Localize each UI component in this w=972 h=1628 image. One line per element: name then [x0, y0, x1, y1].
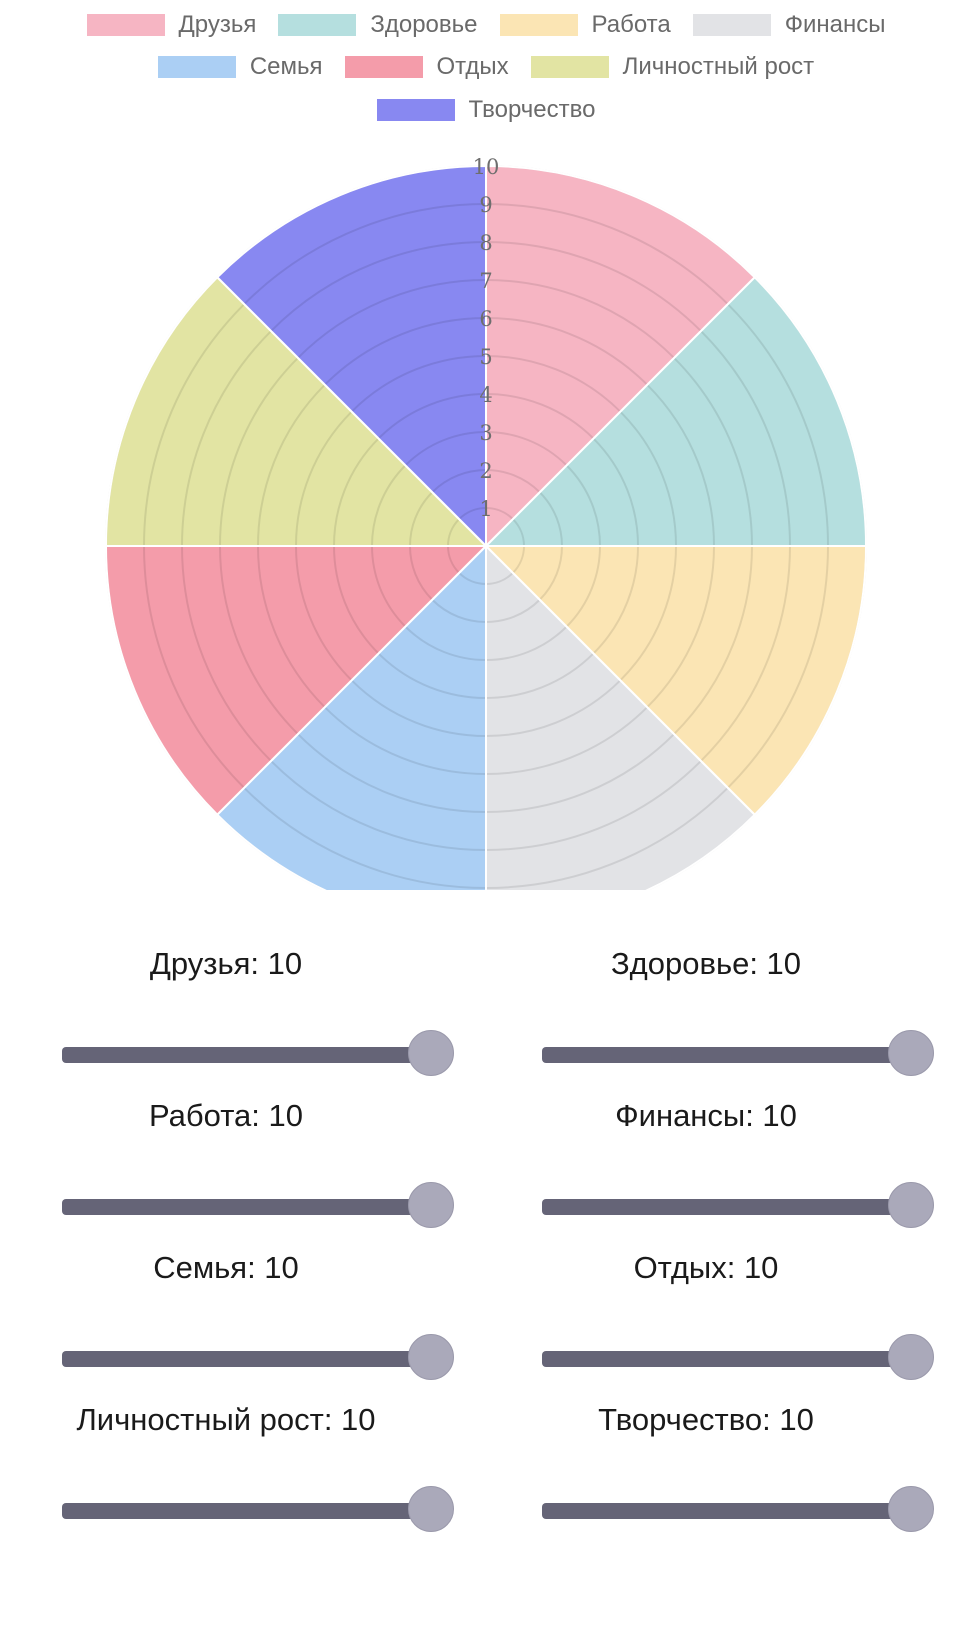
legend-label: Финансы: [784, 11, 886, 38]
legend-swatch: [157, 56, 236, 78]
radial-tick-labels: 1 2 3 4 5 6 7 8 9 10: [473, 155, 500, 521]
legend-item-rest[interactable]: Отдых: [344, 53, 509, 81]
slider-thumb[interactable]: [888, 1486, 934, 1532]
slider-control-family: Семья: 10: [26, 1250, 454, 1380]
radial-tick-label: 2: [479, 459, 492, 483]
legend-swatch: [86, 14, 165, 36]
slider-track[interactable]: [542, 1047, 932, 1063]
radial-tick-label: 4: [479, 383, 492, 407]
legend-label: Друзья: [178, 11, 257, 38]
slider-thumb[interactable]: [408, 1030, 454, 1076]
slider-thumb[interactable]: [408, 1182, 454, 1228]
legend-item-personal-growth[interactable]: Личностный рост: [530, 53, 815, 81]
legend-swatch: [376, 99, 455, 121]
sector-8[interactable]: [217, 166, 486, 546]
slider-label: Творчество: 10: [598, 1402, 814, 1437]
legend-label: Отдых: [436, 53, 509, 80]
radial-tick-label: 5: [479, 345, 492, 369]
legend-item-work[interactable]: Работа: [499, 11, 671, 39]
personal-growth-slider[interactable]: [62, 1486, 454, 1534]
sector-7[interactable]: [106, 277, 486, 546]
slider-control-personal-growth: Личностный рост: 10: [26, 1402, 454, 1532]
creativity-slider[interactable]: [542, 1486, 934, 1534]
legend-row: Семья Отдых Личностный рост: [0, 53, 972, 81]
sector-4[interactable]: [486, 546, 755, 890]
slider-label: Финансы: 10: [615, 1098, 797, 1133]
legend-swatch: [278, 14, 357, 36]
slider-label: Здоровье: 10: [610, 946, 802, 981]
finance-slider[interactable]: [542, 1182, 934, 1230]
friends-slider[interactable]: [62, 1030, 454, 1078]
slider-thumb[interactable]: [888, 1182, 934, 1228]
sector-border: [485, 164, 757, 549]
family-slider[interactable]: [62, 1334, 454, 1382]
legend-item-creativity[interactable]: Творчество: [376, 96, 596, 124]
sector-3[interactable]: [486, 546, 866, 815]
slider-control-friends: Друзья: 10: [26, 946, 454, 1076]
sector-5[interactable]: [217, 546, 486, 890]
sector-border: [485, 543, 757, 890]
legend-item-finance[interactable]: Финансы: [692, 11, 886, 39]
slider-label: Отдых: 10: [633, 1250, 779, 1285]
legend-label: Личностный рост: [622, 53, 815, 80]
sector-border: [483, 545, 868, 817]
slider-control-rest: Отдых: 10: [506, 1250, 934, 1380]
legend-item-friends[interactable]: Друзья: [86, 11, 257, 39]
legend-swatch: [692, 14, 771, 36]
slider-control-finance: Финансы: 10: [506, 1098, 934, 1228]
legend-row: Творчество: [0, 96, 972, 124]
rest-slider[interactable]: [542, 1334, 934, 1382]
slider-track[interactable]: [62, 1199, 452, 1215]
radial-tick-label: 8: [479, 231, 492, 255]
slider-thumb[interactable]: [888, 1334, 934, 1380]
legend-label: Здоровье: [370, 11, 478, 38]
slider-label: Друзья: 10: [149, 946, 303, 981]
legend-swatch: [344, 56, 423, 78]
slider-control-work: Работа: 10: [26, 1098, 454, 1228]
legend-swatch: [530, 56, 609, 78]
radial-tick-label: 10: [473, 155, 500, 179]
sector-border: [215, 543, 487, 890]
slider-track[interactable]: [62, 1351, 452, 1367]
slider-track[interactable]: [62, 1503, 452, 1519]
sector-border: [104, 275, 489, 547]
slider-label: Семья: 10: [153, 1250, 299, 1285]
slider-track[interactable]: [542, 1199, 932, 1215]
legend-label: Семья: [249, 53, 323, 80]
radial-tick-label: 3: [479, 421, 492, 445]
slider-label: Личностный рост: 10: [76, 1402, 376, 1437]
radial-tick-label: 6: [479, 307, 492, 331]
chart-sectors: [106, 166, 866, 890]
sector-borders: [104, 164, 868, 890]
health-slider[interactable]: [542, 1030, 934, 1078]
radial-tick-label: 7: [479, 269, 492, 293]
slider-thumb[interactable]: [408, 1486, 454, 1532]
sector-6[interactable]: [106, 546, 486, 815]
legend-row: Друзья Здоровье Работа Финансы: [0, 11, 972, 39]
slider-thumb[interactable]: [408, 1334, 454, 1380]
legend-swatch: [499, 14, 578, 36]
legend-label: Работа: [591, 11, 671, 38]
sector-border: [483, 275, 868, 547]
slider-track[interactable]: [62, 1047, 452, 1063]
radial-tick-label: 9: [479, 193, 492, 217]
sector-1[interactable]: [486, 166, 755, 546]
legend-item-family[interactable]: Семья: [157, 53, 323, 81]
slider-label: Работа: 10: [148, 1098, 303, 1133]
work-slider[interactable]: [62, 1182, 454, 1230]
sector-border: [104, 545, 489, 817]
legend-label: Творчество: [468, 96, 596, 123]
slider-track[interactable]: [542, 1503, 932, 1519]
slider-thumb[interactable]: [888, 1030, 934, 1076]
slider-track[interactable]: [542, 1351, 932, 1367]
radial-tick-label: 1: [479, 497, 492, 521]
slider-control-health: Здоровье: 10: [506, 946, 934, 1076]
polar-area-chart: 1 2 3 4 5 6 7 8 9 10: [104, 155, 868, 890]
chart-legend: Друзья Здоровье Работа Финансы Семья Отд…: [0, 0, 972, 130]
sector-border: [215, 164, 487, 549]
slider-control-creativity: Творчество: 10: [506, 1402, 934, 1532]
legend-item-health[interactable]: Здоровье: [278, 11, 478, 39]
sector-2[interactable]: [486, 277, 866, 546]
